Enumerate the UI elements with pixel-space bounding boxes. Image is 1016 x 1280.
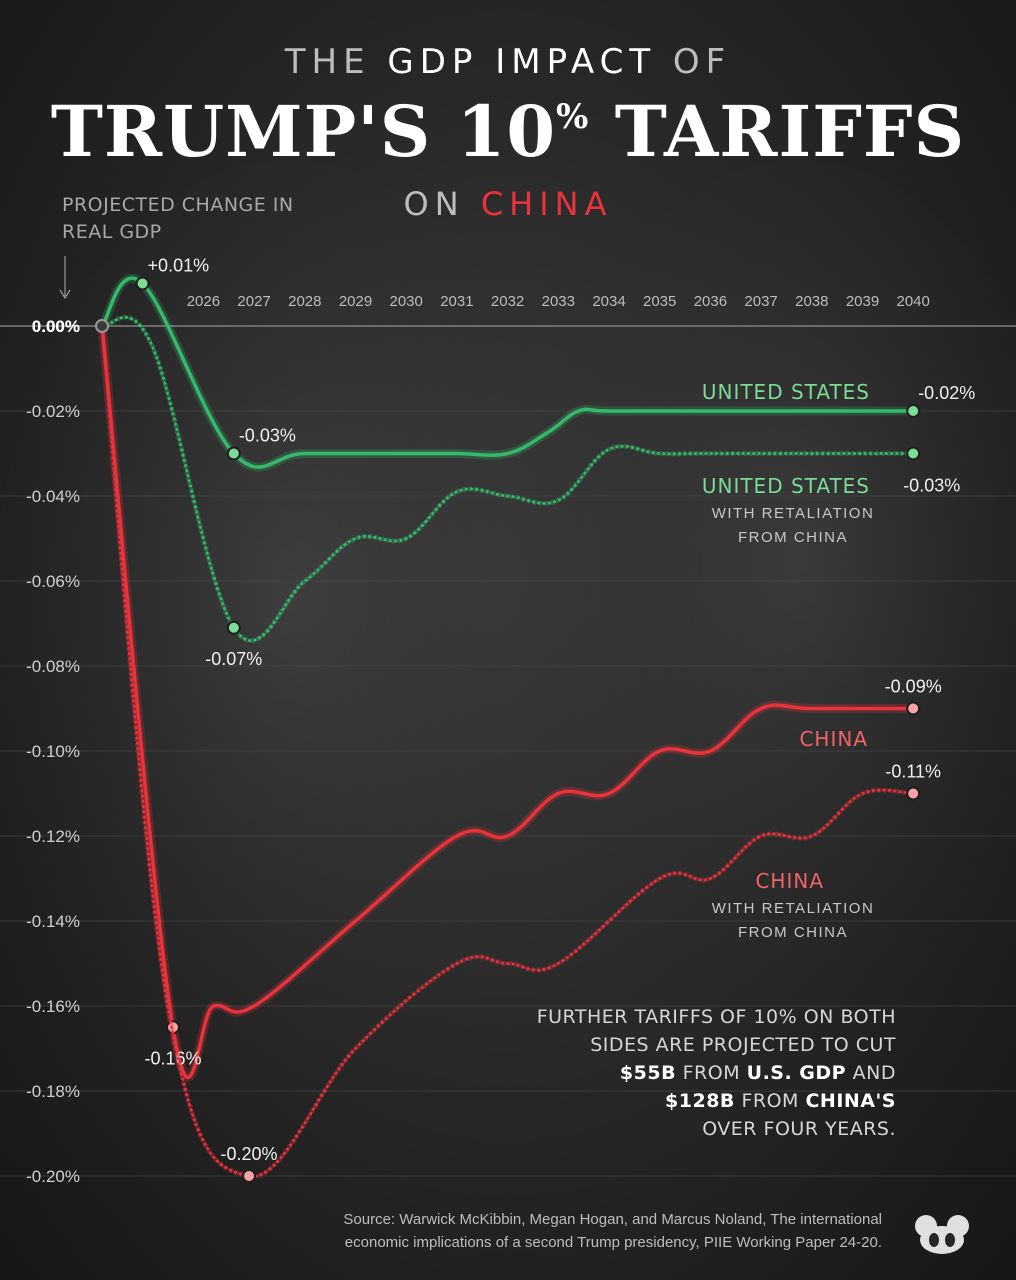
data-point-marker — [906, 701, 921, 716]
origin-marker — [95, 319, 109, 333]
data-point-label: -0.20% — [221, 1144, 278, 1164]
title-line-3: ON CHINA — [403, 185, 613, 223]
tariff-annotation: FURTHER TARIFFS OF 10% ON BOTH SIDES ARE… — [536, 1006, 896, 1140]
x-tick-label: 2031 — [440, 293, 473, 310]
data-point-label: -0.03% — [239, 426, 296, 446]
y-tick-label: -0.08% — [26, 657, 80, 676]
mao-portrait — [520, 160, 1016, 1040]
data-point-label: -0.16% — [144, 1048, 201, 1068]
data-point-label: -0.07% — [205, 649, 262, 669]
x-tick-label: 2038 — [795, 293, 828, 310]
data-point-label: -0.03% — [903, 476, 960, 496]
y-tick-label: -0.12% — [26, 827, 80, 846]
down-arrow-head — [59, 289, 71, 300]
x-tick-label: 2040 — [897, 293, 930, 310]
data-point-marker — [226, 620, 241, 635]
series-label-china: CHINA — [799, 727, 868, 751]
x-tick-label: 2037 — [744, 293, 777, 310]
y-tick-label: -0.14% — [26, 912, 80, 931]
data-point-marker — [906, 786, 921, 801]
series-sublabel: WITH RETALIATION — [712, 900, 875, 917]
data-point-label: -0.09% — [885, 677, 942, 697]
series-sublabel: FROM CHINA — [738, 924, 848, 941]
x-tick-label: 2036 — [694, 293, 727, 310]
data-point-marker — [242, 1169, 257, 1183]
x-tick-label: 2035 — [643, 293, 676, 310]
y-tick-label: -0.18% — [26, 1082, 80, 1101]
series-sublabel: FROM CHINA — [738, 529, 848, 546]
series-label-us: UNITED STATES — [702, 380, 870, 404]
y-tick-label: -0.20% — [26, 1167, 80, 1186]
y-tick-label: -0.06% — [26, 572, 80, 591]
data-point-label: -0.02% — [918, 383, 975, 403]
y-tick-label: -0.02% — [26, 402, 80, 421]
data-point-label: -0.11% — [885, 762, 941, 782]
data-point-marker — [906, 446, 921, 461]
china-retaliation-line — [100, 324, 915, 1178]
y-tick-label: 0.00% — [32, 317, 80, 336]
data-point-marker — [226, 446, 241, 461]
data-point-marker — [906, 404, 921, 418]
y-tick-label: -0.10% — [26, 742, 80, 761]
us-retaliation-line — [100, 315, 915, 643]
x-tick-label: 2027 — [237, 293, 270, 310]
source-note: Source: Warwick McKibbin, Megan Hogan, a… — [343, 1211, 882, 1251]
origin-label: 0.00% — [32, 317, 80, 336]
x-tick-label: 2028 — [288, 293, 321, 310]
x-tick-label: 2026 — [187, 293, 220, 310]
series-label-china-retaliation: CHINA — [755, 869, 824, 893]
us-line — [100, 276, 915, 469]
title-line-2: TRUMP'S 10% TARIFFS — [50, 90, 966, 173]
x-tick-label: 2030 — [390, 293, 423, 310]
y-tick-label: -0.04% — [26, 487, 80, 506]
y-tick-label: -0.16% — [26, 997, 80, 1016]
x-tick-label: 2033 — [542, 293, 575, 310]
x-tick-label: 2029 — [339, 293, 372, 310]
visual-capitalist-logo — [915, 1215, 969, 1254]
data-point-marker — [135, 276, 150, 291]
x-tick-label: 2032 — [491, 293, 524, 310]
data-point-label: +0.01% — [148, 256, 210, 276]
series-label-us-retaliation: UNITED STATES — [702, 474, 870, 498]
title-line-1: THE GDP IMPACT OF — [284, 42, 732, 82]
series-sublabel: WITH RETALIATION — [712, 505, 875, 522]
franklin-portrait — [0, 160, 590, 1120]
x-tick-label: 2034 — [592, 293, 625, 310]
x-tick-label: 2039 — [846, 293, 879, 310]
y-axis-label: PROJECTED CHANGE IN REAL GDP — [62, 194, 294, 243]
